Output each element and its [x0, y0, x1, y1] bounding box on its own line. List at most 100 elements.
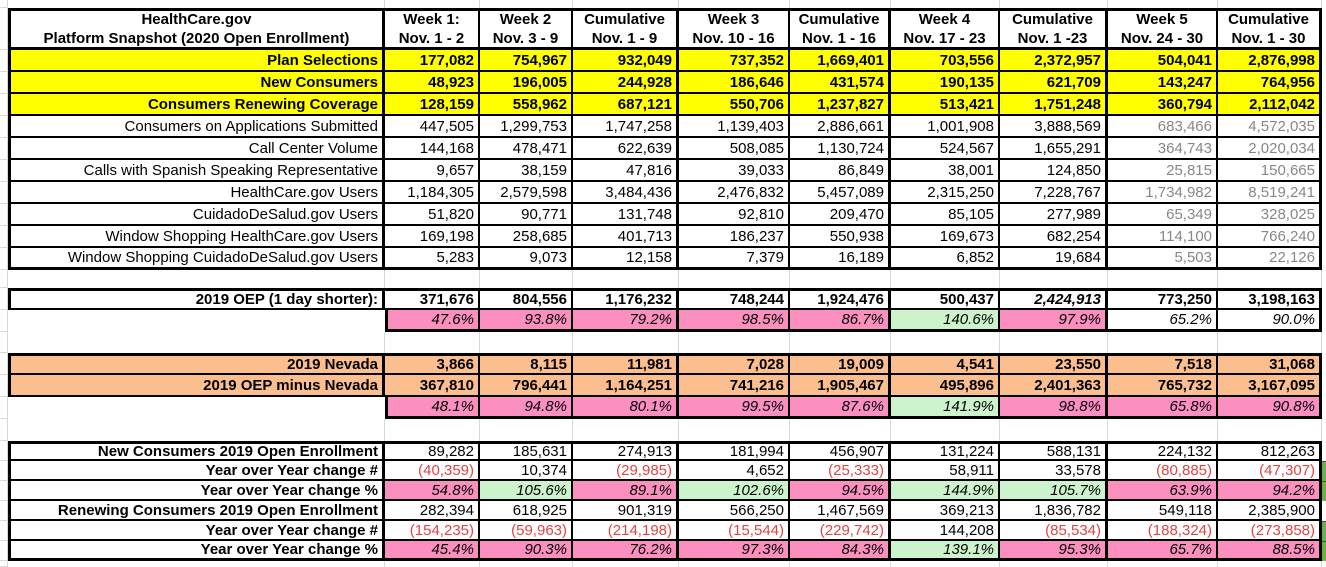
value-cell[interactable]: 513,421	[891, 94, 1000, 116]
value-cell[interactable]: 495,896	[891, 375, 1000, 397]
value-cell[interactable]: 682,254	[1000, 226, 1108, 248]
row-label[interactable]: New Consumers 2019 Open Enrollment	[8, 441, 385, 461]
percent-cell[interactable]: 141.9%	[891, 397, 1000, 419]
value-cell[interactable]: 447,505	[385, 116, 480, 138]
value-cell[interactable]: 621,709	[1000, 72, 1108, 94]
percent-cell[interactable]: 48.1%	[385, 397, 480, 419]
value-cell[interactable]: 618,925	[480, 501, 573, 521]
percent-cell[interactable]: 98.5%	[679, 310, 790, 332]
value-cell[interactable]: 754,967	[480, 50, 573, 72]
percent-cell[interactable]: 93.8%	[480, 310, 573, 332]
column-header[interactable]: Week 4 Nov. 17 - 23	[891, 8, 1000, 50]
value-cell[interactable]: 19,009	[790, 353, 891, 375]
value-cell[interactable]: 901,319	[573, 501, 679, 521]
value-cell[interactable]: 169,673	[891, 226, 1000, 248]
value-cell[interactable]: (229,742)	[790, 521, 891, 541]
value-cell[interactable]: 143,247	[1108, 72, 1218, 94]
value-cell[interactable]: 812,263	[1218, 441, 1322, 461]
value-cell[interactable]: 401,713	[573, 226, 679, 248]
value-cell[interactable]: 5,457,089	[790, 182, 891, 204]
value-cell[interactable]: 1,905,467	[790, 375, 891, 397]
column-header[interactable]: Cumulative Nov. 1 - 9	[573, 8, 679, 50]
value-cell[interactable]: 11,981	[573, 353, 679, 375]
value-cell[interactable]: 196,005	[480, 72, 573, 94]
column-header[interactable]: Cumulative Nov. 1 - 16	[790, 8, 891, 50]
value-cell[interactable]: 737,352	[679, 50, 790, 72]
value-cell[interactable]: 105.7%	[1000, 481, 1108, 501]
column-header[interactable]: Cumulative Nov. 1 -23	[1000, 8, 1108, 50]
value-cell[interactable]: 48,923	[385, 72, 480, 94]
percent-cell[interactable]: 87.6%	[790, 397, 891, 419]
value-cell[interactable]: 431,574	[790, 72, 891, 94]
value-cell[interactable]: 478,471	[480, 138, 573, 160]
value-cell[interactable]: 2,020,034	[1218, 138, 1322, 160]
value-cell[interactable]: 766,240	[1218, 226, 1322, 248]
value-cell[interactable]: 1,184,305	[385, 182, 480, 204]
column-header[interactable]: Cumulative Nov. 1 - 30	[1218, 8, 1322, 50]
value-cell[interactable]: 2,424,913	[1000, 288, 1108, 310]
value-cell[interactable]: 741,216	[679, 375, 790, 397]
value-cell[interactable]: 5,503	[1108, 248, 1218, 270]
table-title-cell[interactable]: HealthCare.gov Platform Snapshot (2020 Op…	[8, 8, 385, 50]
value-cell[interactable]: 1,467,569	[790, 501, 891, 521]
value-cell[interactable]: 144.9%	[891, 481, 1000, 501]
row-label[interactable]: 2019 OEP minus Nevada	[8, 375, 385, 397]
value-cell[interactable]: 224,132	[1108, 441, 1218, 461]
value-cell[interactable]: 84.3%	[790, 541, 891, 561]
value-cell[interactable]: 549,118	[1108, 501, 1218, 521]
row-label[interactable]: CuidadoDeSalud.gov Users	[8, 204, 385, 226]
value-cell[interactable]: (214,198)	[573, 521, 679, 541]
value-cell[interactable]: 456,907	[790, 441, 891, 461]
row-label[interactable]: Calls with Spanish Speaking Representati…	[8, 160, 385, 182]
value-cell[interactable]: 500,437	[891, 288, 1000, 310]
column-header[interactable]: Week 3 Nov. 10 - 16	[679, 8, 790, 50]
value-cell[interactable]: 185,631	[480, 441, 573, 461]
value-cell[interactable]: 3,198,163	[1218, 288, 1322, 310]
value-cell[interactable]: (47,307)	[1218, 461, 1322, 481]
value-cell[interactable]: 90.3%	[480, 541, 573, 561]
value-cell[interactable]: 566,250	[679, 501, 790, 521]
value-cell[interactable]: 4,541	[891, 353, 1000, 375]
value-cell[interactable]: 360,794	[1108, 94, 1218, 116]
value-cell[interactable]: (80,885)	[1108, 461, 1218, 481]
value-cell[interactable]: 2,401,363	[1000, 375, 1108, 397]
value-cell[interactable]: 23,550	[1000, 353, 1108, 375]
value-cell[interactable]: 76.2%	[573, 541, 679, 561]
value-cell[interactable]: 16,189	[790, 248, 891, 270]
value-cell[interactable]: 33,578	[1000, 461, 1108, 481]
value-cell[interactable]: (15,544)	[679, 521, 790, 541]
value-cell[interactable]: 12,158	[573, 248, 679, 270]
value-cell[interactable]: 2,876,998	[1218, 50, 1322, 72]
value-cell[interactable]: 114,100	[1108, 226, 1218, 248]
row-label[interactable]: Plan Selections	[8, 50, 385, 72]
value-cell[interactable]: 51,820	[385, 204, 480, 226]
value-cell[interactable]: (25,333)	[790, 461, 891, 481]
value-cell[interactable]: 131,224	[891, 441, 1000, 461]
column-header[interactable]: Week 5 Nov. 24 - 30	[1108, 8, 1218, 50]
value-cell[interactable]: 2,112,042	[1218, 94, 1322, 116]
percent-cell[interactable]: 90.0%	[1218, 310, 1322, 332]
column-header[interactable]: Week 1: Nov. 1 - 2	[385, 8, 480, 50]
value-cell[interactable]: 244,928	[573, 72, 679, 94]
value-cell[interactable]: 1,299,753	[480, 116, 573, 138]
value-cell[interactable]: 97.3%	[679, 541, 790, 561]
value-cell[interactable]: 85,105	[891, 204, 1000, 226]
value-cell[interactable]: 181,994	[679, 441, 790, 461]
value-cell[interactable]: 58,911	[891, 461, 1000, 481]
value-cell[interactable]: 1,669,401	[790, 50, 891, 72]
value-cell[interactable]: 371,676	[385, 288, 480, 310]
value-cell[interactable]: 45.4%	[385, 541, 480, 561]
row-label[interactable]: Renewing Consumers 2019 Open Enrollment	[8, 501, 385, 521]
value-cell[interactable]: 2,315,250	[891, 182, 1000, 204]
row-label[interactable]: 2019 OEP (1 day shorter):	[8, 288, 385, 310]
value-cell[interactable]: 169,198	[385, 226, 480, 248]
value-cell[interactable]: 274,913	[573, 441, 679, 461]
value-cell[interactable]: 4,652	[679, 461, 790, 481]
value-cell[interactable]: 1,836,782	[1000, 501, 1108, 521]
value-cell[interactable]: 3,888,569	[1000, 116, 1108, 138]
value-cell[interactable]: 139.1%	[891, 541, 1000, 561]
value-cell[interactable]: 1,237,827	[790, 94, 891, 116]
percent-cell[interactable]: 90.8%	[1218, 397, 1322, 419]
value-cell[interactable]: (29,985)	[573, 461, 679, 481]
row-label[interactable]: Consumers on Applications Submitted	[8, 116, 385, 138]
